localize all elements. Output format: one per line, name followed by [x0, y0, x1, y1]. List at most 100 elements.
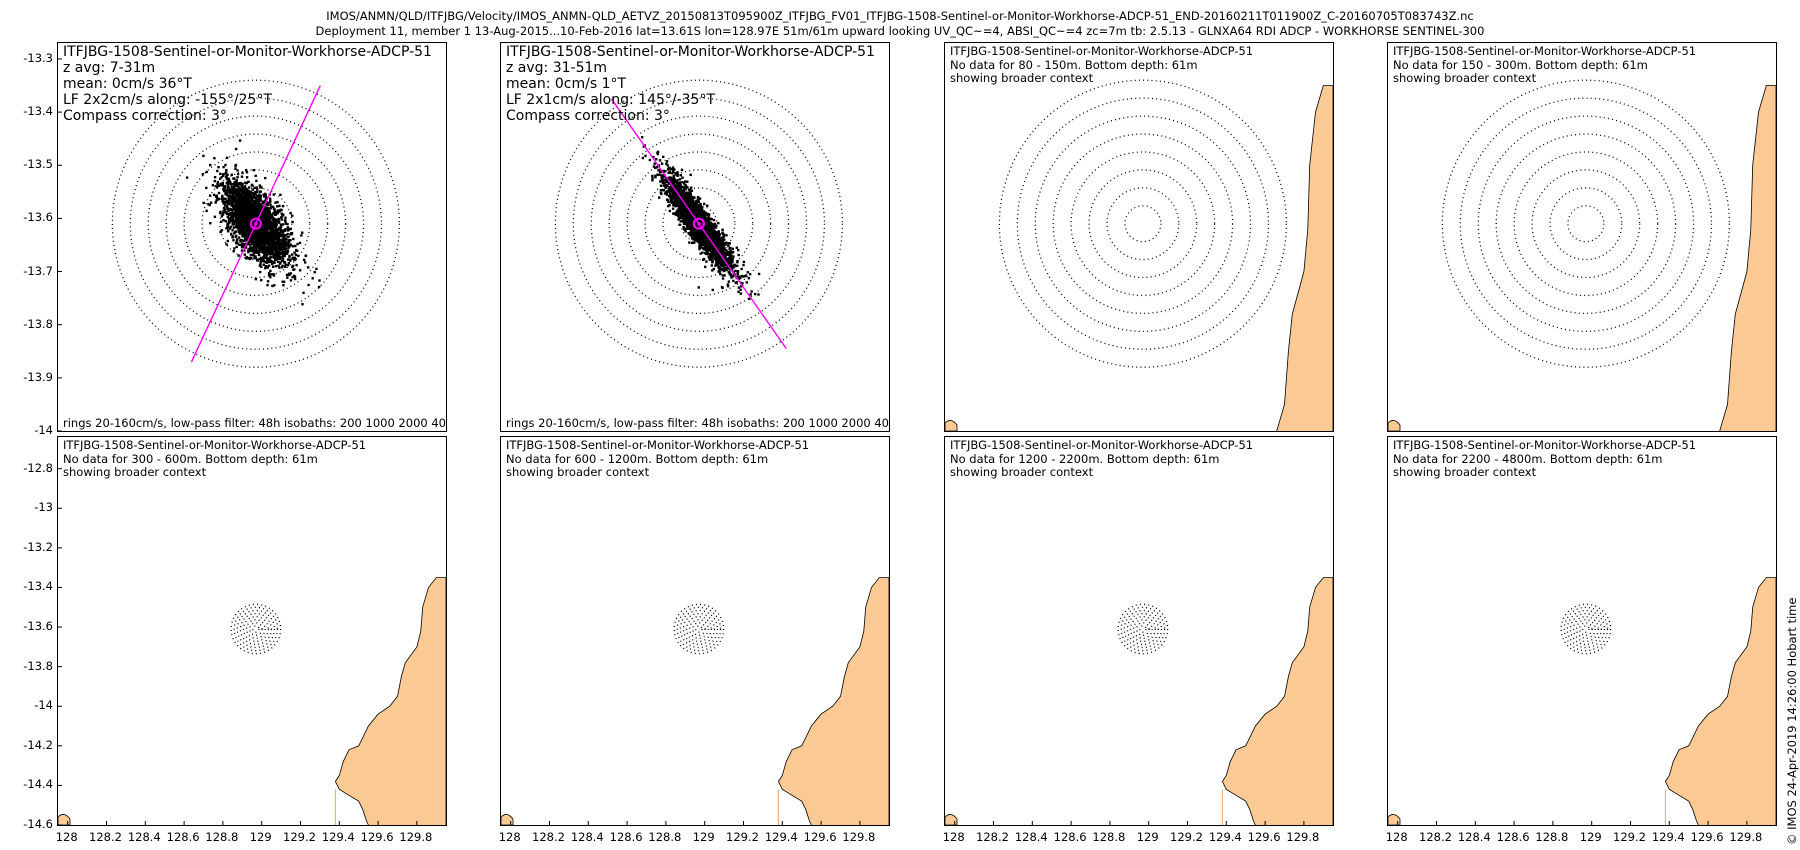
coastline-island-p5 — [58, 814, 71, 825]
speed-ring-20 — [680, 205, 718, 243]
speed-ring-20 — [1582, 625, 1590, 633]
x-tick-label: 129 — [249, 830, 272, 844]
coastline-land-p6 — [777, 577, 889, 825]
speed-ring-100 — [1052, 133, 1234, 315]
speed-ring-160 — [554, 79, 844, 368]
speed-ring-140 — [1120, 606, 1166, 652]
panel-title-line: Compass correction: 3° — [63, 108, 227, 124]
panel-title-line: showing broader context — [1393, 71, 1537, 85]
figure-header-filename: IMOS/ANMN/QLD/ITFJBG/Velocity/IMOS_ANMN-… — [326, 9, 1474, 23]
panel-title-line: No data for 600 - 1200m. Bottom depth: 6… — [506, 451, 769, 466]
panel-title-line: ITFJBG-1508-Sentinel-or-Monitor-Workhors… — [1393, 44, 1697, 58]
y-tick-label: -13.4 — [23, 104, 53, 119]
coastline-island-p3 — [945, 420, 958, 431]
figure-header-deployment: Deployment 11, member 1 13-Aug-2015...10… — [315, 24, 1485, 38]
x-tick-label: 128.8 — [205, 830, 239, 844]
panel-title-p7: ITFJBG-1508-Sentinel-or-Monitor-Workhors… — [950, 438, 1253, 480]
x-tick-label: 129.2 — [1613, 830, 1646, 844]
speed-ring-100 — [608, 133, 790, 315]
speed-ring-40 — [1106, 187, 1180, 261]
y-tick-label: -13.6 — [23, 210, 53, 225]
speed-ring-20 — [252, 625, 260, 633]
panel-plot-p1 — [58, 58, 401, 431]
x-tick-label: 128.4 — [127, 830, 161, 844]
coastline-land-p3 — [1276, 85, 1333, 431]
speed-ring-100 — [239, 612, 272, 646]
panel-title-line: ITFJBG-1508-Sentinel-or-Monitor-Workhors… — [506, 44, 875, 60]
x-tick-label: 129.4 — [321, 830, 355, 844]
speed-ring-80 — [685, 615, 712, 643]
speed-ring-100 — [165, 133, 347, 315]
speed-ring-80 — [1070, 151, 1216, 297]
coastline-land-p8 — [1664, 577, 1776, 825]
x-tick-label: 128 — [942, 830, 965, 844]
panel-title-line: ITFJBG-1508-Sentinel-or-Monitor-Workhors… — [63, 44, 432, 60]
speed-ring-80 — [626, 151, 772, 297]
speed-ring-80 — [183, 151, 329, 297]
speed-ring-40 — [662, 187, 736, 261]
x-tick-label: 129.8 — [842, 830, 876, 844]
speed-ring-20 — [695, 625, 703, 633]
speed-ring-100 — [1569, 612, 1602, 646]
panel-title-p3: ITFJBG-1508-Sentinel-or-Monitor-Workhors… — [950, 44, 1253, 86]
speed-ring-40 — [1579, 622, 1593, 636]
panel-footer-p1: rings 20-160cm/s, low-pass filter: 48h i… — [63, 416, 447, 430]
panel-plot-p3 — [945, 79, 1333, 431]
panel-title-line: z avg: 7-31m — [63, 60, 156, 76]
panel-title-p6: ITFJBG-1508-Sentinel-or-Monitor-Workhors… — [506, 438, 809, 480]
coastline-island-p6 — [501, 814, 514, 825]
panel-title-line: mean: 0cm/s 1°T — [506, 76, 627, 92]
panel-title-p5: ITFJBG-1508-Sentinel-or-Monitor-Workhors… — [63, 438, 366, 480]
x-tick-label: 129.4 — [1208, 830, 1242, 844]
coastline-island-p8 — [1388, 814, 1401, 825]
mean-velocity-dot-p1 — [254, 221, 258, 226]
speed-ring-80 — [1572, 615, 1599, 643]
y-tick-label: -14 — [34, 423, 53, 437]
x-tick-label: 128.2 — [532, 830, 565, 844]
panel-title-line: Compass correction: 3° — [506, 108, 670, 124]
x-tick-label: 128.8 — [648, 830, 682, 844]
panel-title-line: No data for 1200 - 2200m. Bottom depth: … — [950, 451, 1220, 466]
speed-ring-160 — [673, 603, 725, 655]
panel-plot-p2 — [554, 79, 844, 368]
speed-ring-40 — [692, 622, 706, 636]
speed-ring-100 — [682, 612, 715, 646]
x-tick-label: 128.8 — [1092, 830, 1126, 844]
speed-ring-60 — [1531, 169, 1641, 279]
x-tick-label: 128.6 — [609, 830, 643, 844]
x-tick-label: 128 — [1385, 830, 1408, 844]
speed-ring-20 — [1567, 205, 1605, 243]
y-tick-label: -12.8 — [23, 460, 53, 475]
panel-title-line: showing broader context — [950, 71, 1094, 85]
speed-ring-140 — [1016, 97, 1270, 350]
y-tick-label: -13.4 — [23, 579, 53, 594]
x-tick-label: 129.6 — [803, 830, 837, 844]
panel-title-p1: ITFJBG-1508-Sentinel-or-Monitor-Workhors… — [63, 44, 432, 124]
speed-ring-120 — [590, 115, 808, 332]
speed-ring-120 — [1477, 115, 1695, 332]
speed-ring-80 — [1513, 151, 1659, 297]
x-tick-label: 129.6 — [360, 830, 394, 844]
speed-ring-40 — [249, 622, 263, 636]
speed-ring-100 — [1495, 133, 1677, 315]
speed-ring-80 — [1129, 615, 1156, 643]
x-tick-label: 128.4 — [570, 830, 604, 844]
y-tick-label: -13.8 — [23, 316, 53, 331]
panel-p8: ITFJBG-1508-Sentinel-or-Monitor-Workhors… — [1387, 436, 1777, 826]
panel-p2: ITFJBG-1508-Sentinel-or-Monitor-Workhors… — [500, 42, 890, 432]
x-tick-label: 129 — [1579, 830, 1602, 844]
velocity-scatter-p1 — [185, 139, 321, 306]
x-tick-label: 129.8 — [1286, 830, 1320, 844]
x-tick-label: 129.4 — [764, 830, 798, 844]
panel-title-p8: ITFJBG-1508-Sentinel-or-Monitor-Workhors… — [1393, 438, 1697, 480]
x-tick-label: 129.2 — [726, 830, 759, 844]
mean-velocity-dot-p2 — [697, 221, 701, 226]
speed-ring-160 — [111, 79, 401, 368]
y-tick-label: -13.2 — [23, 539, 53, 554]
y-tick-label: -13.6 — [23, 619, 53, 634]
panel-title-line: No data for 150 - 300m. Bottom depth: 61… — [1393, 57, 1648, 72]
x-tick-label: 128.2 — [1419, 830, 1452, 844]
speed-ring-140 — [233, 606, 279, 652]
speed-ring-160 — [1441, 79, 1731, 368]
panel-title-line: ITFJBG-1508-Sentinel-or-Monitor-Workhors… — [1393, 438, 1697, 452]
